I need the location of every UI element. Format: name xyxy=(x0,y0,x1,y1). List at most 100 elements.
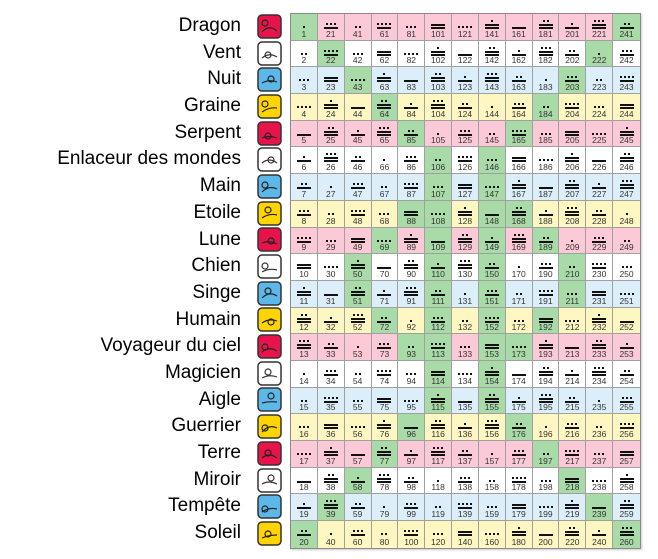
numeral-dot xyxy=(304,52,307,55)
day-cell: 140 xyxy=(452,521,479,548)
numeral-dot xyxy=(490,453,493,455)
day-cell: 253 xyxy=(613,334,640,361)
numeral-bar xyxy=(457,237,472,240)
tzolkin-row: 10 30 50 70 90 110 130 150 170 190 210 230 250 xyxy=(291,254,640,281)
maya-numeral xyxy=(533,311,559,323)
day-number: 87 xyxy=(406,188,417,199)
day-cell: 260 xyxy=(613,521,640,548)
numeral-bar xyxy=(404,240,419,243)
maya-numeral xyxy=(372,337,398,350)
numeral-bar xyxy=(296,213,311,216)
numeral-bar xyxy=(511,133,526,136)
maya-numeral xyxy=(452,257,478,270)
day-cell: 225 xyxy=(586,120,614,148)
numeral-dot xyxy=(408,346,411,349)
numeral-dot xyxy=(621,180,624,183)
numeral-dot xyxy=(600,263,603,266)
day-cell: 104 xyxy=(425,94,453,121)
numeral-dot xyxy=(360,313,363,316)
day-cell: 110 xyxy=(425,254,453,281)
numeral-dot xyxy=(511,476,514,479)
maya-numeral xyxy=(291,417,317,429)
day-number: 259 xyxy=(619,509,634,520)
numeral-bar xyxy=(296,187,311,190)
numeral-bar xyxy=(565,130,580,133)
numeral-bar xyxy=(457,107,472,110)
maya-numeral xyxy=(613,444,640,456)
day-number: 38 xyxy=(326,482,336,493)
numeral-bar xyxy=(538,213,553,216)
day-number: 237 xyxy=(592,455,607,466)
day-cell: 200 xyxy=(532,521,560,548)
day-cell: 77 xyxy=(371,441,399,468)
numeral-bar xyxy=(538,400,553,403)
day-number: 15 xyxy=(299,402,309,413)
numeral-dot xyxy=(629,266,632,269)
numeral-dot xyxy=(414,26,417,28)
day-cell: 121 xyxy=(452,14,479,41)
numeral-bar xyxy=(565,133,580,136)
day-number: 193 xyxy=(538,348,553,359)
maya-numeral xyxy=(613,364,640,376)
day-number: 162 xyxy=(511,55,526,66)
maya-numeral xyxy=(479,44,505,56)
day-number: 65 xyxy=(379,135,390,146)
day-number: 175 xyxy=(511,402,526,413)
numeral-bar xyxy=(565,27,580,29)
day-cell: 218 xyxy=(559,467,587,495)
day-cell: 151 xyxy=(478,280,506,308)
numeral-dot xyxy=(463,292,466,295)
numeral-dot xyxy=(358,26,361,28)
maya-numeral xyxy=(398,497,424,510)
maya-numeral xyxy=(291,124,317,136)
day-number: 124 xyxy=(457,108,473,119)
numeral-bar xyxy=(619,184,634,187)
day-cell: 187 xyxy=(532,174,560,201)
numeral-dot xyxy=(304,313,307,316)
day-sign-label: Nuit xyxy=(207,68,241,90)
maya-numeral xyxy=(559,444,585,456)
day-cell: 172 xyxy=(505,307,533,335)
day-cell: 37 xyxy=(317,441,345,468)
maya-numeral xyxy=(345,17,371,29)
maya-numeral xyxy=(586,284,612,296)
numeral-dot xyxy=(515,129,518,132)
numeral-dot xyxy=(594,366,597,369)
day-sign-label: Aigle xyxy=(198,388,241,410)
maya-numeral xyxy=(613,391,640,403)
day-cell: 230 xyxy=(586,254,614,281)
maya-numeral xyxy=(372,284,398,296)
maya-numeral xyxy=(479,497,505,509)
numeral-dot xyxy=(354,372,357,375)
maya-numeral xyxy=(372,44,398,56)
numeral-dot xyxy=(385,239,388,242)
day-number: 46 xyxy=(352,162,363,173)
maya-numeral xyxy=(291,444,317,456)
day-number: 58 xyxy=(352,482,363,493)
maya-numeral xyxy=(345,311,371,323)
maya-numeral xyxy=(479,97,505,109)
numeral-bar xyxy=(565,53,580,56)
numeral-dot xyxy=(596,263,599,266)
numeral-dot xyxy=(486,506,489,509)
day-number: 7 xyxy=(301,188,307,199)
numeral-bar xyxy=(484,347,499,350)
numeral-bar xyxy=(377,267,392,270)
day-cell: 213 xyxy=(559,334,587,361)
day-number: 168 xyxy=(511,215,526,226)
maya-numeral xyxy=(372,231,398,243)
numeral-dot xyxy=(621,396,624,399)
maya-numeral xyxy=(398,471,424,483)
numeral-bar xyxy=(457,534,472,537)
maya-numeral xyxy=(318,364,344,376)
maya-numeral xyxy=(452,524,478,537)
day-number: 89 xyxy=(406,242,417,253)
numeral-dot xyxy=(571,500,574,503)
maya-numeral xyxy=(425,471,451,483)
numeral-bar xyxy=(350,317,365,320)
numeral-bar xyxy=(538,24,553,26)
numeral-dot xyxy=(550,159,553,162)
numeral-dot xyxy=(598,530,601,533)
numeral-dot xyxy=(540,132,543,135)
day-number: 157 xyxy=(484,455,499,466)
